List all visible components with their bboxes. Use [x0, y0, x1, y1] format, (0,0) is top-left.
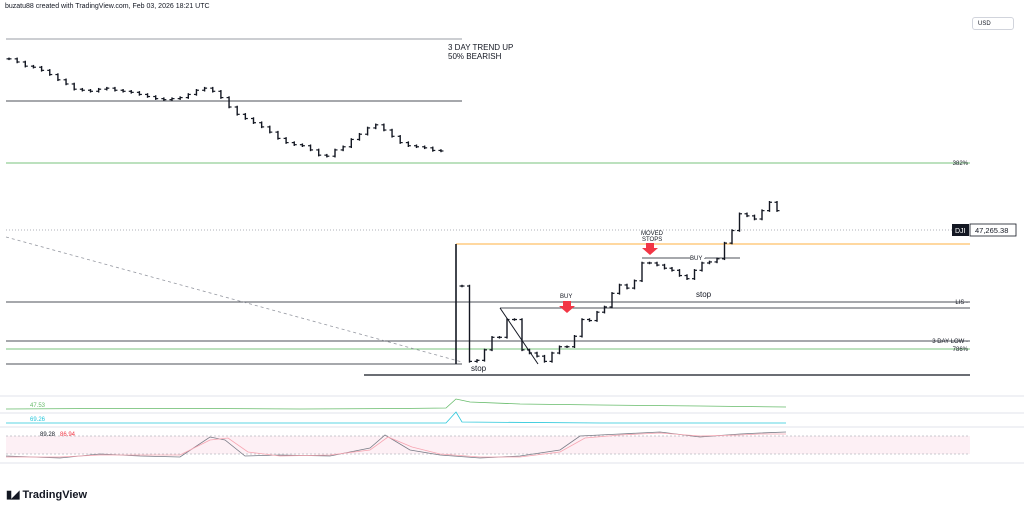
stoch-band: [6, 436, 970, 454]
stoch-d-value: 86.94: [60, 432, 76, 438]
trend-line-dashed: [5, 236, 463, 363]
buy-label-2: BUY -: [690, 256, 706, 262]
moved-stops-arrow-icon: [642, 243, 658, 255]
stoch-d-line: [6, 432, 786, 458]
ohlc-bars-segment-1: [6, 57, 444, 158]
trend-label-line1: 3 DAY TREND UP: [448, 43, 513, 52]
currency-button[interactable]: USD: [972, 17, 1014, 30]
trend-label-line2: 50% BEARISH: [448, 52, 502, 61]
diagonal-line: [499, 307, 539, 365]
level-label-3daylow: 3 DAY LOW -: [932, 339, 968, 345]
chart-header: buzatu88 created with TradingView.com, F…: [5, 3, 210, 10]
level-label-lis: LIS -: [955, 300, 968, 306]
tradingview-logo[interactable]: ▮◢ TradingView: [6, 488, 88, 502]
ind1-line: [5, 398, 787, 410]
ind2-line: [6, 411, 786, 424]
level-label-382: 382%: [953, 161, 969, 167]
stoch-k-value: 89.28: [40, 432, 56, 438]
buy-arrow-icon: [559, 301, 575, 313]
moved-stops-label-1: MOVED: [641, 231, 664, 237]
stop-label-2: stop: [696, 290, 712, 299]
stop-label-1: stop: [471, 364, 487, 373]
price-tag-text: 47,265.38: [975, 226, 1008, 235]
tradingview-logo-icon: ▮◢: [6, 489, 19, 501]
symbol-tag-text: DJI: [955, 228, 966, 235]
stoch-k-line: [5, 431, 787, 459]
tradingview-logo-text: TradingView: [22, 488, 88, 501]
moved-stops-label-2: STOPS: [642, 237, 662, 243]
price-tag: [969, 223, 1017, 237]
ind1-value: 47.53: [30, 403, 46, 409]
buy-label-1: BUY: [560, 294, 572, 300]
ind2-value: 69.26: [30, 417, 46, 423]
symbol-tag: [952, 224, 969, 236]
ohlc-bars-segment-2: [459, 201, 780, 363]
level-label-786: 786%: [953, 347, 969, 353]
